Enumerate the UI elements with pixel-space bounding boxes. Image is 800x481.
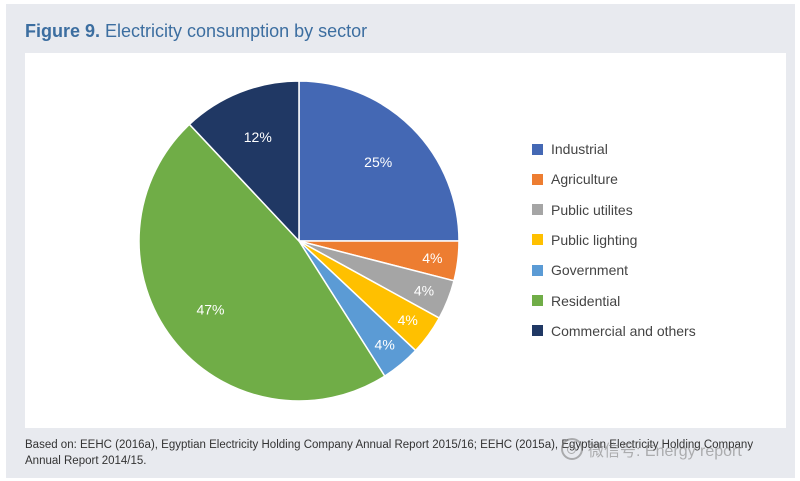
figure-label: Figure 9.	[25, 21, 101, 41]
pie-slices	[138, 80, 460, 402]
legend-label: Agriculture	[551, 171, 618, 188]
legend-label: Public utilites	[551, 201, 633, 218]
pie-chart: 25%4%4%4%4%47%12%	[138, 80, 460, 402]
chart-panel: 25% 4% 4% 4% 4% 47% 12% Industrial Agriculture P…	[25, 53, 786, 428]
pie-slice-residential	[138, 123, 386, 402]
legend-swatch	[532, 204, 543, 216]
pie-data-label: 4%	[414, 282, 434, 298]
legend-item: Public utilites	[532, 202, 633, 218]
legend-swatch	[532, 173, 543, 185]
legend-label: Residential	[551, 292, 621, 309]
wechat-icon	[561, 438, 583, 460]
figure-title-text: Electricity consumption by sector	[105, 21, 368, 41]
watermark: 微信号: Energy report	[561, 437, 742, 461]
watermark-text: 微信号: Energy report	[588, 443, 742, 460]
legend-swatch	[532, 234, 543, 246]
legend-label: Government	[551, 262, 629, 279]
pie-data-label: 47%	[196, 302, 224, 318]
pie-data-label: 12%	[244, 129, 272, 145]
legend-item: Industrial	[532, 141, 608, 157]
legend-swatch	[532, 143, 543, 155]
legend-item: Public lighting	[532, 232, 637, 248]
pie-slice-commercial-and-others	[188, 80, 300, 243]
pie-slice-industrial	[298, 80, 460, 242]
pie-data-label: 4%	[422, 250, 442, 266]
legend-label: Public lighting	[551, 231, 638, 248]
figure-title: Figure 9. Electricity consumption by sec…	[25, 21, 367, 42]
legend-label: Commercial and others	[551, 322, 696, 339]
legend-label: Industrial	[551, 141, 608, 157]
pie-data-label: 25%	[364, 154, 392, 170]
legend-item: Residential	[532, 293, 620, 309]
legend-swatch	[532, 295, 543, 306]
legend-swatch	[532, 325, 543, 337]
pie-data-label: 4%	[375, 337, 395, 353]
pie-labels: 25%4%4%4%4%47%12%	[196, 129, 442, 353]
legend-swatch	[532, 264, 543, 276]
legend-item: Commercial and others	[532, 323, 696, 339]
legend-item: Agriculture	[532, 171, 618, 187]
legend-item: Government	[532, 262, 628, 278]
figure-frame: Figure 9. Electricity consumption by sec…	[6, 4, 795, 478]
pie-data-label: 4%	[398, 312, 418, 328]
